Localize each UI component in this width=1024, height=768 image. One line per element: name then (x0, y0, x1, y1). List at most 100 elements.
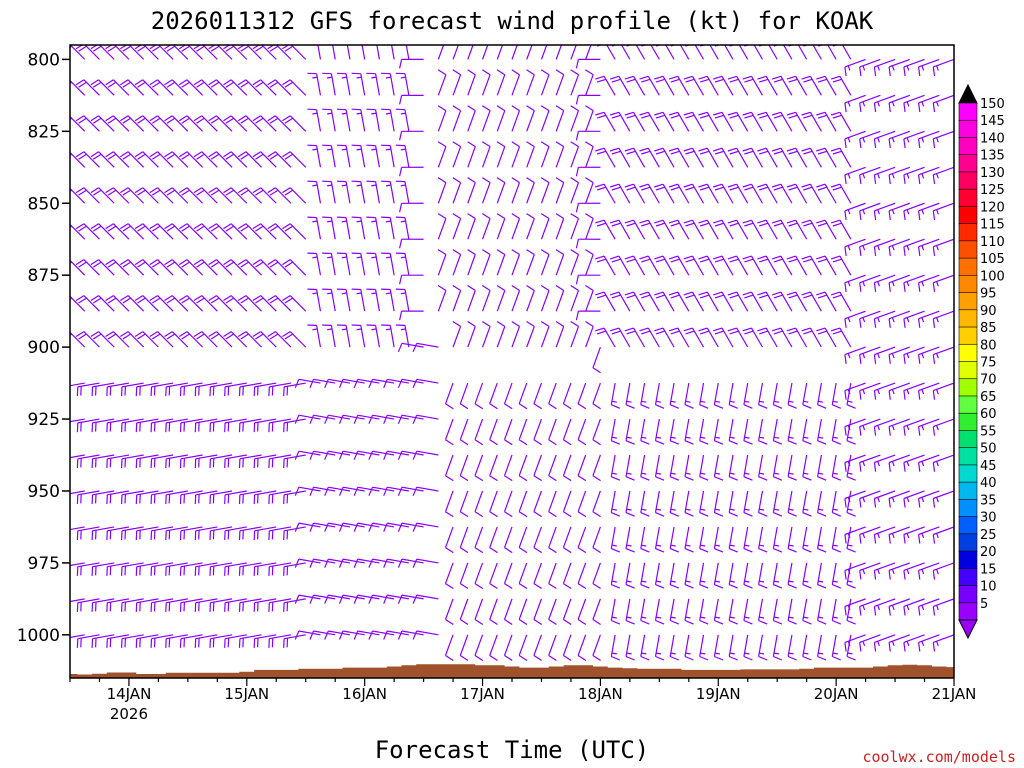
barb-flag (225, 333, 235, 340)
barb-staff (518, 562, 528, 584)
wind-barb (859, 454, 881, 472)
barb-flag (639, 147, 649, 152)
wind-barb (610, 382, 621, 409)
wind-barb (395, 108, 410, 132)
barb-flag (445, 654, 454, 662)
wind-barb (640, 598, 650, 625)
barb-flag (75, 79, 85, 86)
wind-barb (592, 418, 601, 446)
wind-barb (844, 166, 866, 184)
barb-staff (416, 342, 439, 348)
wind-barb (149, 115, 174, 132)
wind-barb (150, 454, 174, 469)
barb-half-flag (312, 41, 317, 42)
barb-flag (353, 450, 359, 460)
barb-flag (700, 294, 710, 299)
wind-barb (668, 255, 690, 276)
wind-barb (208, 331, 233, 348)
barb-half-flag (891, 281, 895, 287)
barb-flag (585, 177, 594, 184)
wind-barb (164, 115, 189, 132)
barb-flag (641, 114, 651, 119)
wind-barb (467, 284, 476, 312)
barb-flag (683, 147, 693, 152)
barb-staff (496, 290, 506, 312)
barb-staff (933, 94, 954, 104)
barb-flag (459, 618, 469, 626)
barb-flag (61, 116, 69, 121)
wind-barb (76, 598, 100, 612)
barb-staff (437, 110, 447, 132)
barb-staff (888, 418, 911, 428)
barb-staff (107, 454, 130, 460)
wind-barb (511, 45, 518, 60)
barb-half-flag (670, 544, 676, 547)
wind-barb (932, 310, 954, 328)
wind-barb (381, 216, 395, 240)
barb-staff (706, 183, 719, 204)
barb-staff (298, 486, 321, 492)
barb-half-flag (847, 425, 851, 431)
wind-barb (585, 284, 594, 312)
colorbar-tick-label: 35 (980, 493, 997, 508)
colorbar-tick-label: 100 (980, 269, 1005, 284)
barb-flag (639, 75, 649, 80)
wind-barb (149, 295, 174, 312)
barb-flag (526, 105, 535, 112)
barb-staff (313, 486, 336, 492)
wind-barb (150, 598, 174, 612)
wind-barb (503, 526, 513, 554)
wind-barb (267, 295, 292, 312)
wind-barb (193, 187, 218, 204)
wind-barb (585, 320, 594, 348)
barb-staff (817, 490, 822, 513)
colorbar-tick-label: 55 (980, 424, 997, 439)
wind-barb (481, 284, 491, 312)
barb-flag (107, 333, 117, 340)
colorbar-tick-label: 25 (980, 528, 997, 543)
barb-staff (372, 450, 395, 456)
barb-staff (888, 634, 911, 643)
wind-barb (932, 166, 954, 184)
barb-staff (724, 45, 734, 60)
wind-barb (873, 562, 896, 580)
barb-staff (481, 254, 491, 276)
colorbar-segment (958, 206, 978, 225)
wind-barb (503, 598, 513, 626)
barb-staff (780, 255, 793, 276)
barb-flag (223, 187, 232, 194)
barb-flag (412, 594, 418, 604)
barb-staff (802, 526, 808, 549)
barb-half-flag (400, 184, 406, 187)
barb-staff (669, 382, 675, 405)
barb-flag (654, 147, 664, 152)
wind-barb (758, 598, 768, 625)
barb-flag (237, 223, 247, 230)
barb-staff (640, 598, 646, 621)
wind-barb (758, 526, 768, 553)
barb-flag (294, 522, 300, 532)
barb-half-flag (862, 604, 866, 611)
wind-barb (742, 255, 763, 276)
barb-staff (874, 94, 896, 104)
wind-barb (577, 382, 587, 410)
barb-half-flag (832, 400, 838, 403)
wind-barb (831, 598, 842, 625)
wind-barb (381, 108, 395, 132)
wind-barb (503, 418, 513, 446)
barb-half-flag (400, 328, 406, 331)
barb-flag (122, 261, 131, 268)
barb-staff (592, 382, 601, 405)
barb-flag (282, 331, 291, 338)
barb-flag (368, 450, 374, 460)
barb-flag (555, 105, 565, 112)
wind-barb (683, 219, 705, 240)
barb-staff (224, 598, 247, 604)
wind-barb (683, 327, 705, 348)
wind-barb (771, 147, 793, 168)
barb-half-flag (744, 472, 750, 475)
x-tick-label: 19JAN (696, 685, 741, 703)
wind-barb (324, 450, 351, 460)
barb-half-flag (788, 616, 794, 619)
barb-flag (788, 78, 798, 83)
